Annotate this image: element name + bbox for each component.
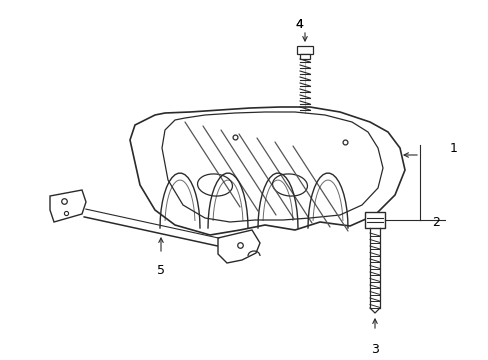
Text: 1: 1 [449, 141, 457, 154]
Text: 2: 2 [431, 216, 439, 229]
Polygon shape [50, 190, 86, 222]
Text: 4: 4 [294, 18, 303, 31]
Bar [299, 54, 309, 59]
Polygon shape [130, 107, 404, 235]
Text: 3: 3 [370, 343, 378, 356]
Bar [296, 46, 312, 54]
Polygon shape [162, 112, 382, 222]
Ellipse shape [197, 174, 232, 196]
Bar [364, 212, 384, 228]
Text: 4: 4 [294, 18, 303, 31]
Ellipse shape [272, 174, 307, 196]
Polygon shape [218, 230, 260, 263]
Text: 5: 5 [157, 264, 164, 277]
